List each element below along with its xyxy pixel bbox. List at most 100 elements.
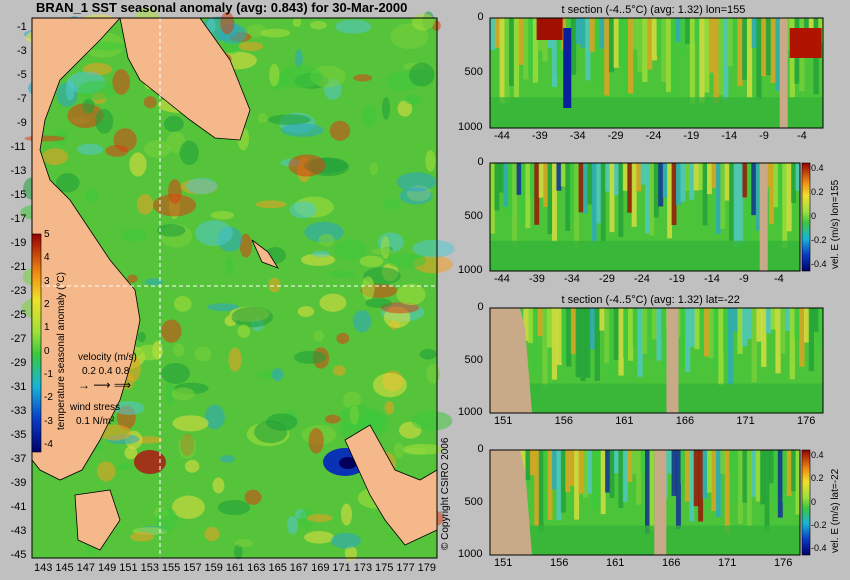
panel-frame xyxy=(489,17,824,129)
anomaly-patch xyxy=(82,99,95,114)
panel-x-tick: 176 xyxy=(797,415,816,427)
section-column xyxy=(676,163,681,205)
map-x-tick: 173 xyxy=(353,562,373,574)
section-column xyxy=(707,163,712,195)
panel-x-tick: -14 xyxy=(704,273,720,285)
section-column xyxy=(667,450,673,474)
section-column xyxy=(780,308,786,354)
section-column xyxy=(551,18,558,87)
section-column xyxy=(782,163,788,249)
section-column xyxy=(587,450,593,494)
map-x-tick: 167 xyxy=(289,562,309,574)
section-column xyxy=(704,18,710,93)
section-column xyxy=(551,308,558,380)
section-column xyxy=(738,450,743,524)
section-column xyxy=(556,163,562,191)
section-column xyxy=(618,308,624,376)
map-y-tick: -31 xyxy=(10,381,27,393)
anomaly-patch xyxy=(195,220,233,247)
map-y-tick: -9 xyxy=(17,117,27,129)
section-column xyxy=(642,18,648,82)
deep-band xyxy=(490,525,800,555)
deep-band xyxy=(490,240,800,271)
anomaly-patch xyxy=(411,13,435,31)
section-column xyxy=(645,450,650,534)
anomaly-patch xyxy=(336,332,350,344)
section-column xyxy=(570,18,577,75)
map-y-tick: -23 xyxy=(10,285,27,297)
section-column xyxy=(636,450,642,505)
map-y-tick: -13 xyxy=(10,165,27,177)
section-column xyxy=(711,450,717,511)
anomaly-patch xyxy=(425,150,436,172)
anomaly-patch xyxy=(382,96,391,120)
anomaly-patch xyxy=(206,18,216,33)
velocity-cb-tick: -0.2 xyxy=(811,235,827,245)
colorbar-tick: -2 xyxy=(44,392,53,404)
anomaly-patch xyxy=(105,144,129,157)
section-column xyxy=(578,163,584,213)
anomaly-patch xyxy=(185,177,218,195)
section-column xyxy=(720,450,726,474)
map-y-tick: -3 xyxy=(17,45,27,57)
section-column xyxy=(623,18,629,106)
map-y-tick: -7 xyxy=(17,93,27,105)
anomaly-patch xyxy=(339,404,381,430)
anomaly-patch xyxy=(386,253,426,269)
anomaly-patch xyxy=(225,256,234,275)
section-column xyxy=(609,450,615,499)
section-column xyxy=(556,450,562,521)
anomaly-patch xyxy=(238,41,264,51)
panel-title: t section (-4..5°C) (avg: 1.32) lon=155 xyxy=(561,4,746,16)
section-column xyxy=(570,308,577,355)
section-column xyxy=(680,308,686,368)
anomaly-patch xyxy=(304,221,344,243)
anomaly-patch xyxy=(332,365,346,376)
section-column xyxy=(569,450,575,486)
anomaly-patch xyxy=(306,514,333,523)
panel-x-tick: -24 xyxy=(634,273,650,285)
anomaly-patch xyxy=(288,154,326,177)
land-tasmania xyxy=(74,489,121,551)
section-column xyxy=(773,163,779,208)
section-column xyxy=(640,450,646,474)
section-column xyxy=(689,308,696,348)
section-column xyxy=(561,308,567,363)
wind-legend-value: 0.1 N/m² xyxy=(76,416,115,427)
anomaly-patch xyxy=(279,65,323,89)
anomaly-patch xyxy=(204,404,225,430)
section-column xyxy=(777,163,783,228)
section-column xyxy=(631,450,637,475)
land-mask xyxy=(490,450,532,555)
section-column xyxy=(770,308,776,330)
panel-x-tick: 171 xyxy=(736,415,755,427)
land-australia xyxy=(31,17,141,481)
anomaly-patch xyxy=(265,413,298,431)
anomaly-patch xyxy=(289,201,317,219)
panel-frame xyxy=(489,307,824,414)
colorbar-tick: 2 xyxy=(44,299,50,310)
anomaly-patch xyxy=(113,401,145,416)
panel-x-tick: -34 xyxy=(564,273,580,285)
section-column xyxy=(649,163,655,236)
section-column xyxy=(608,308,615,388)
velocity-legend-values: 0.2 0.4 0.8 xyxy=(82,366,130,377)
section-column xyxy=(693,163,699,191)
velocity-legend-label: velocity (m/s) xyxy=(78,352,137,363)
panel-x-tick: 171 xyxy=(718,557,737,569)
anomaly-patch xyxy=(419,348,437,360)
panel-x-tick: 176 xyxy=(774,557,793,569)
velocity-colorbar xyxy=(801,162,811,272)
panel-frame xyxy=(489,449,801,556)
section-column xyxy=(518,18,524,65)
section-column xyxy=(591,450,597,510)
section-column xyxy=(698,450,704,522)
velocity-cb-tick: 0.2 xyxy=(811,187,824,197)
panel-x-tick: -14 xyxy=(721,130,738,142)
anomaly-patch xyxy=(330,532,361,549)
anomaly-patch xyxy=(99,424,132,441)
section-column xyxy=(642,308,648,354)
section-column xyxy=(604,308,610,363)
section-column xyxy=(656,308,662,361)
